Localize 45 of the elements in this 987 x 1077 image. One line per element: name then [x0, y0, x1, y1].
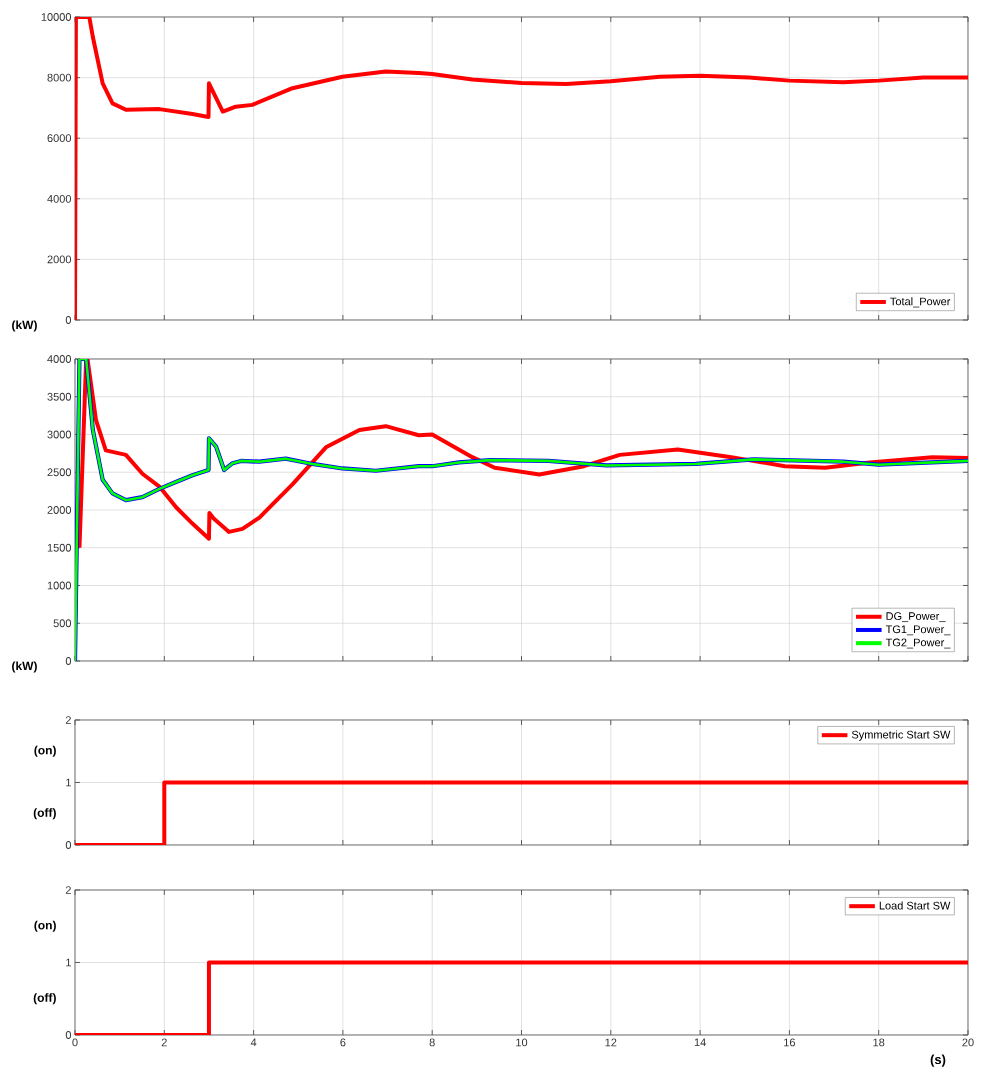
- legend-label: TG2_Power_: [885, 638, 951, 649]
- y-tick-label: 0: [65, 841, 72, 849]
- legend-label: Symmetric Start SW: [851, 730, 951, 741]
- y-tick-label: 2500: [47, 468, 72, 477]
- y-tick-label: 500: [53, 619, 72, 628]
- x-tick-label: 6: [340, 1038, 346, 1047]
- y-tick-label: 2: [65, 716, 71, 724]
- y-tick-label: 1: [66, 958, 71, 967]
- y-tick-label: 6000: [47, 134, 72, 143]
- y-tick-label: 4000: [47, 194, 72, 203]
- text: (off): [33, 993, 56, 1005]
- x-axis-title: (s): [930, 1054, 946, 1067]
- y-tick-label: 0: [65, 657, 72, 665]
- x-tick-label: 8: [429, 1038, 435, 1047]
- x-tick-label: 4: [250, 1038, 257, 1047]
- y-tick-label: 1000: [47, 581, 72, 590]
- legend-label: Total_Power: [890, 297, 951, 308]
- text: (on): [34, 745, 56, 757]
- legend-label: TG1_Power_: [885, 625, 951, 636]
- legend-label: DG_Power_: [886, 612, 946, 623]
- x-tick-label: 14: [694, 1038, 706, 1047]
- y-axis-title: (kW): [12, 661, 37, 673]
- y-tick-label: 3000: [47, 430, 72, 439]
- y-tick-label: 3500: [47, 392, 72, 401]
- y-tick-label: 0: [65, 316, 72, 324]
- x-tick-label: 12: [605, 1038, 617, 1047]
- y-tick-label: 1500: [47, 543, 72, 552]
- y-axis-title: (kW): [12, 320, 37, 332]
- y-tick-label: 2000: [47, 255, 72, 264]
- y-tick-label: 4000: [47, 355, 72, 363]
- y-tick-label: 1: [66, 778, 71, 787]
- x-tick-label: 16: [784, 1038, 796, 1047]
- x-tick-label: 2: [161, 1038, 167, 1047]
- y-tick-label: 2: [65, 886, 71, 894]
- x-tick-label: 0: [72, 1038, 78, 1047]
- x-tick-label: 18: [873, 1038, 885, 1047]
- y-tick-label: 0: [65, 1031, 72, 1039]
- legend-label: Load Start SW: [879, 901, 951, 910]
- x-tick-label: 20: [962, 1038, 974, 1047]
- y-tick-label: 10000: [41, 13, 72, 21]
- text: (on): [34, 920, 56, 932]
- x-tick-label: 10: [516, 1038, 528, 1047]
- text: (off): [33, 808, 56, 820]
- y-tick-label: 8000: [47, 73, 72, 82]
- y-tick-label: 2000: [47, 506, 72, 514]
